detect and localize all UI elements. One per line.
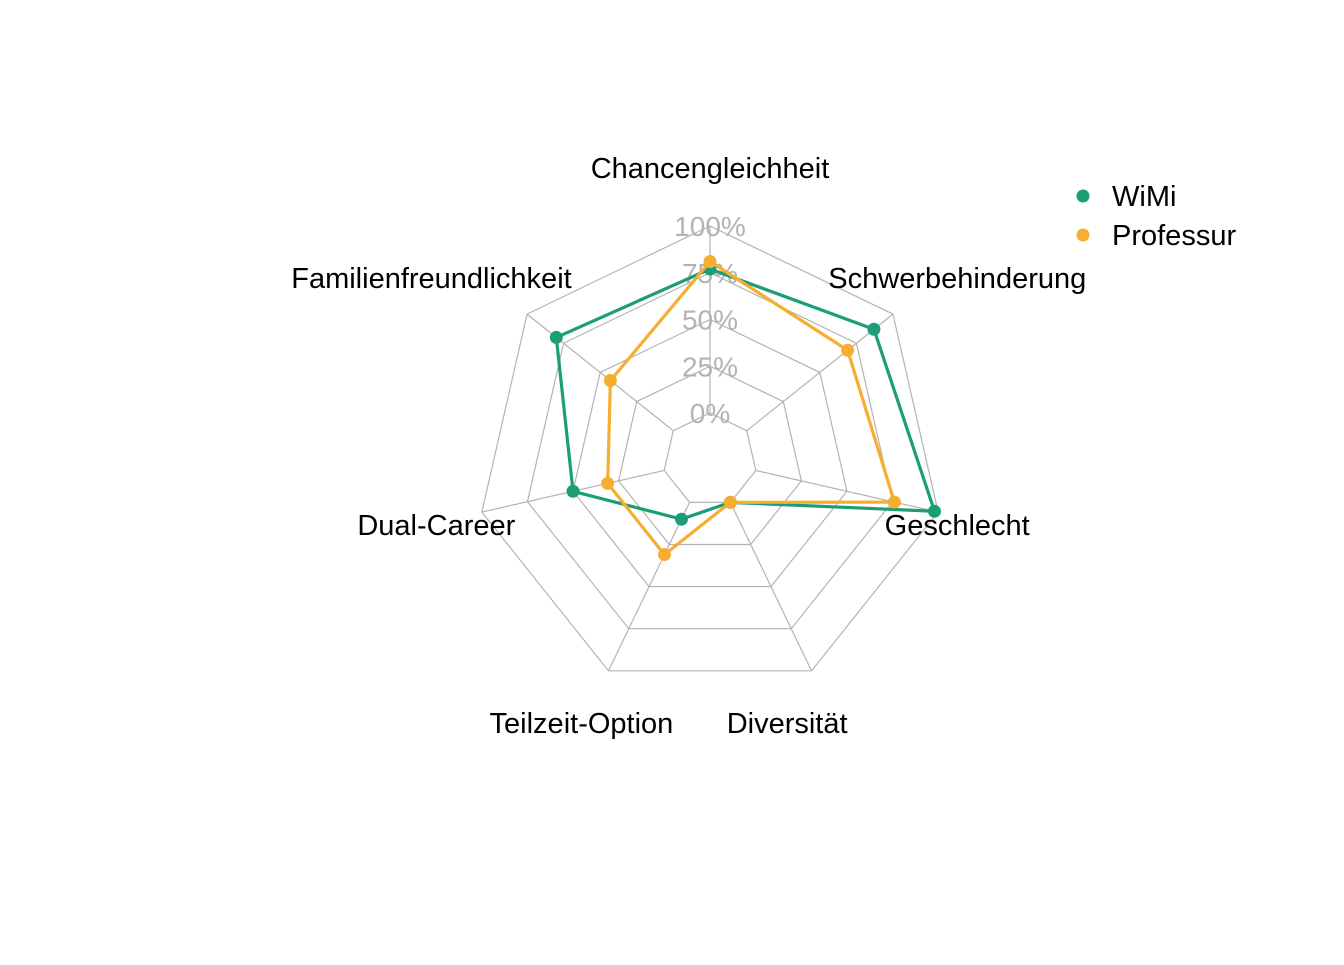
data-point — [674, 512, 688, 526]
data-point — [703, 255, 717, 269]
legend-label: Professur — [1112, 220, 1236, 252]
grid-ring — [663, 412, 757, 503]
data-point — [887, 495, 901, 509]
grid-ring — [526, 272, 894, 630]
series-line — [606, 259, 896, 557]
legend-key — [1076, 189, 1090, 203]
data-point — [603, 374, 617, 388]
axis-label-layer: Chancengleichheit Schwerbehinderung Geschl… — [291, 153, 1086, 740]
axis-label: Chancengleichheit — [591, 153, 830, 185]
axis-label: Familienfreundlichkeit — [291, 263, 571, 295]
data-point — [566, 484, 580, 498]
tick-label: 25% — [682, 351, 738, 382]
tick-label: 50% — [682, 305, 738, 336]
data-point — [657, 548, 671, 562]
legend: WiMi Professur — [1076, 181, 1236, 252]
axis-label: Teilzeit-Option — [490, 708, 674, 740]
axis-spoke — [729, 502, 813, 672]
data-point — [867, 322, 881, 336]
tick-label: 100% — [674, 211, 746, 242]
legend-label: WiMi — [1112, 181, 1176, 213]
grid-ring — [481, 225, 939, 672]
axis-label: Schwerbehinderung — [828, 263, 1086, 295]
series-line — [554, 267, 937, 521]
grid-ring — [617, 365, 803, 546]
data-point — [927, 504, 941, 518]
grid-ring — [572, 318, 848, 588]
data-point — [549, 330, 563, 344]
series-layer — [549, 255, 941, 562]
axis-spoke — [607, 502, 691, 672]
legend-key — [1076, 228, 1090, 242]
axis-label: Dual-Career — [357, 510, 515, 542]
data-point — [723, 495, 737, 509]
data-point — [841, 343, 855, 357]
axis-spoke — [755, 469, 939, 513]
tick-label: 0% — [690, 398, 730, 429]
axis-label: Diversität — [727, 708, 848, 740]
grid-layer — [481, 225, 939, 672]
series-group — [601, 255, 901, 562]
axis-label: Geschlecht — [885, 510, 1030, 542]
axis-spoke — [746, 313, 894, 432]
data-point — [601, 476, 615, 490]
